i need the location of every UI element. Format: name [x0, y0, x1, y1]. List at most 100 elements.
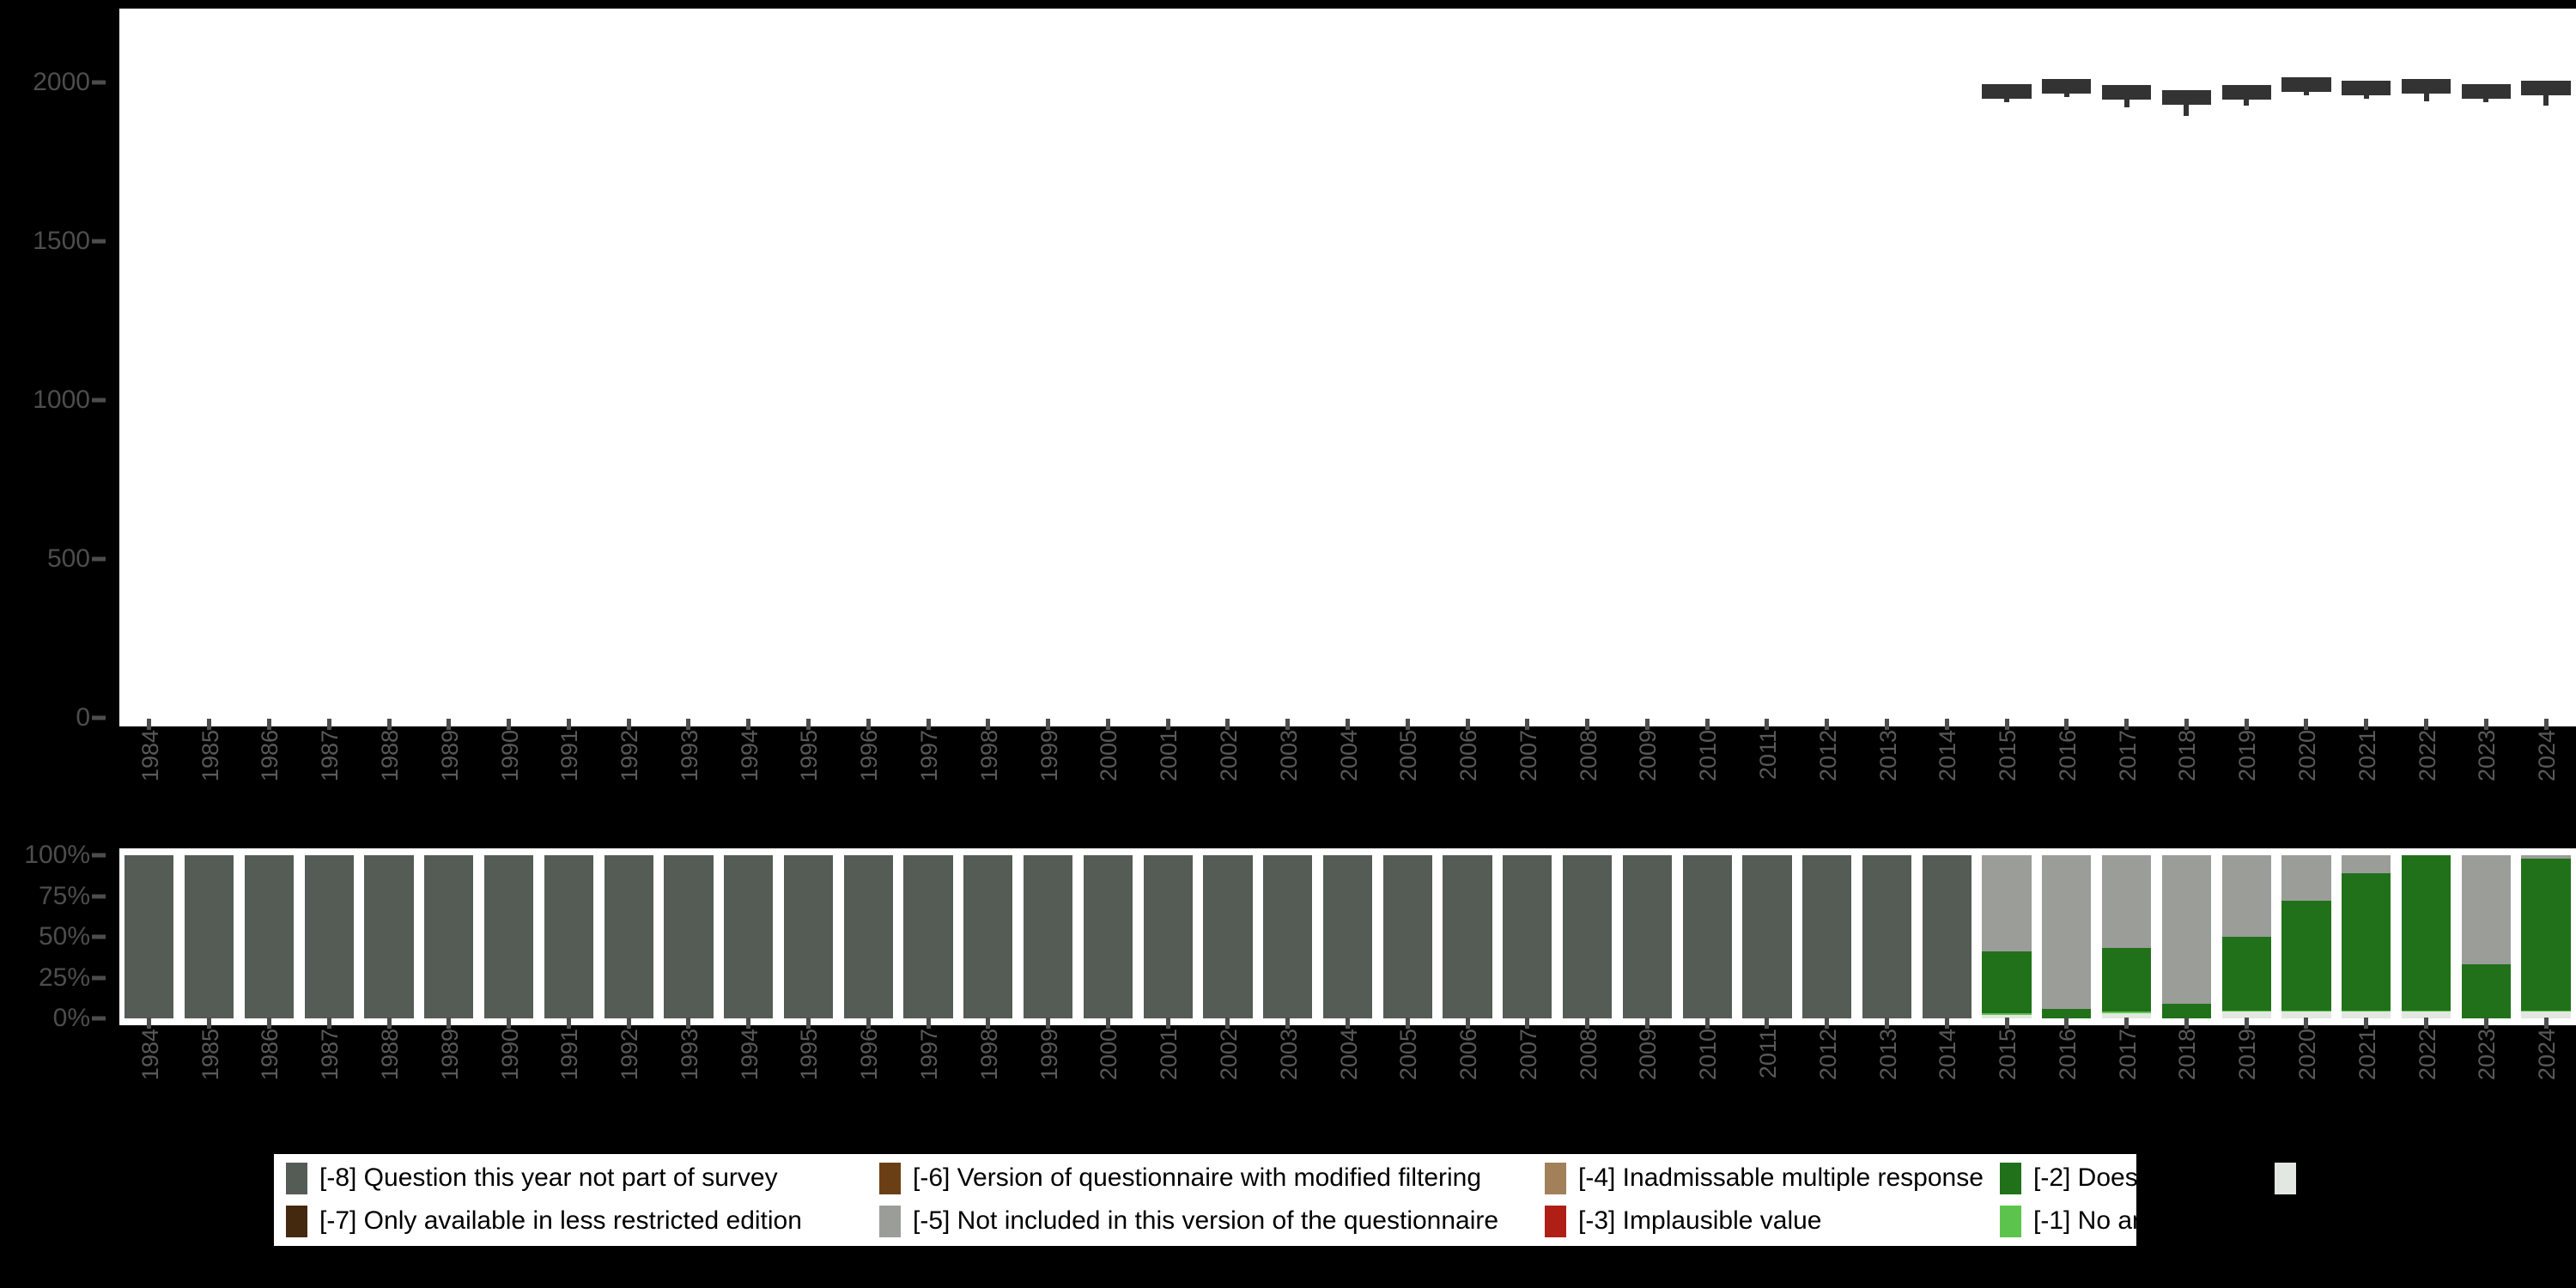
x-tick-label: 2013 — [1874, 1029, 1901, 1081]
percent-stacked-bar — [1563, 855, 1613, 1018]
x-tick-mark — [626, 719, 631, 730]
legend-item[interactable]: [-6] Version of questionnaire with modif… — [879, 1161, 1481, 1195]
x-tick-label: 1994 — [736, 1029, 762, 1081]
x-tick-mark — [447, 719, 452, 730]
legend-label: [-4] Inadmissable multiple response — [1578, 1163, 1984, 1192]
x-tick-label: 2011 — [1754, 1029, 1781, 1079]
x-tick-label: 2003 — [1275, 1029, 1302, 1081]
percent-stacked-bar — [1382, 855, 1432, 1018]
x-tick-mark — [386, 1018, 392, 1029]
percent-segment--2 — [1982, 951, 2032, 1014]
counts-bar — [2102, 85, 2152, 100]
x-tick-mark — [1525, 1018, 1530, 1029]
x-tick-mark — [147, 719, 152, 730]
legend-item[interactable]: [-2] Does not apply — [2000, 1161, 2250, 1195]
x-tick-label: 2013 — [1874, 730, 1901, 782]
x-tick-label: 2000 — [1096, 1029, 1122, 1081]
counts-y-axis: 2000 1500 1000 500 0 — [0, 0, 119, 738]
x-tick-mark — [805, 1018, 811, 1029]
x-tick-mark — [866, 1018, 871, 1029]
x-tick-mark — [2304, 719, 2309, 730]
counts-bar — [2461, 83, 2511, 99]
x-tick-mark — [1225, 1018, 1230, 1029]
x-tick-mark — [207, 719, 212, 730]
x-tick-mark — [2064, 1018, 2069, 1029]
x-tick-mark — [1944, 1018, 1949, 1029]
x-tick-label: 2019 — [2234, 1029, 2261, 1081]
x-tick-label: 2018 — [2174, 730, 2201, 782]
x-tick-label: 2010 — [1695, 730, 1722, 782]
x-tick-label: 1987 — [317, 1029, 343, 1081]
counts-y-tick-label: 1500 — [33, 226, 90, 255]
percent-stacked-bar — [1083, 855, 1133, 1018]
x-tick-mark — [686, 1018, 691, 1029]
percent-segment-valid — [2342, 1012, 2391, 1018]
x-tick-mark — [2184, 719, 2189, 730]
x-tick-mark — [1585, 1018, 1590, 1029]
legend-label: [-7] Only available in less restricted e… — [319, 1206, 802, 1235]
x-tick-mark — [1885, 719, 1890, 730]
percent-stacked-bar — [364, 855, 414, 1018]
x-tick-label: 2017 — [2114, 730, 2141, 782]
percent-segment-valid — [1982, 1015, 2032, 1018]
counts-bar — [2281, 77, 2331, 93]
legend-swatch — [2000, 1162, 2021, 1194]
x-tick-mark — [1346, 1018, 1350, 1029]
percent-segment--8 — [185, 855, 234, 1018]
x-tick-label: 1989 — [436, 1029, 463, 1081]
legend-swatch — [879, 1162, 901, 1194]
percent-segment--8 — [544, 855, 593, 1018]
x-tick-mark — [1765, 1018, 1770, 1029]
x-tick-mark — [626, 1018, 631, 1029]
x-tick-label: 2006 — [1455, 1029, 1482, 1081]
legend-item[interactable]: [-4] Inadmissable multiple response — [1545, 1161, 1984, 1195]
percent-segment--8 — [1503, 855, 1552, 1018]
legend-item[interactable]: [-3] Implausible value — [1545, 1204, 1821, 1238]
x-tick-label: 2015 — [1995, 1029, 2021, 1081]
percent-stacked-bar — [2521, 855, 2571, 1018]
x-tick-mark — [1644, 719, 1649, 730]
percent-y-tick-mark — [92, 934, 106, 939]
legend-item[interactable]: [-8] Question this year not part of surv… — [286, 1161, 778, 1195]
legend-item[interactable]: [-7] Only available in less restricted e… — [286, 1204, 802, 1238]
percent-stacked-bar — [424, 855, 474, 1018]
percent-segment--8 — [364, 855, 414, 1018]
counts-bar-whisker — [2123, 100, 2129, 108]
percent-segment--5 — [1982, 855, 2032, 952]
percent-segment--8 — [1862, 855, 1912, 1018]
percent-stacked-bar — [1862, 855, 1912, 1018]
percent-stacked-bar — [2461, 855, 2511, 1018]
percent-stacked-bar — [1322, 855, 1373, 1018]
percent-segment--2 — [2342, 872, 2391, 1011]
x-tick-label: 1990 — [496, 1029, 523, 1081]
legend-label: [-3] Implausible value — [1578, 1206, 1822, 1235]
counts-bar-group — [2401, 9, 2451, 726]
legend-swatch — [286, 1162, 307, 1194]
percent-y-tick-label: 50% — [38, 922, 90, 951]
legend-item[interactable]: valid cases — [2275, 1161, 2435, 1195]
percent-stacked-bar — [304, 855, 354, 1018]
x-tick-label: 1995 — [796, 1029, 823, 1081]
percent-segment--8 — [1742, 855, 1792, 1018]
x-tick-mark — [2304, 1018, 2309, 1029]
x-tick-mark — [805, 719, 811, 730]
x-tick-label: 2005 — [1395, 730, 1422, 782]
counts-bar — [2221, 85, 2271, 100]
counts-bar-group — [2221, 9, 2271, 726]
counts-bar-whisker — [2184, 104, 2190, 116]
counts-bar-whisker — [2483, 98, 2489, 102]
counts-bar — [2342, 80, 2391, 95]
percent-segment--5 — [2042, 855, 2092, 1009]
x-tick-label: 2014 — [1935, 730, 1961, 782]
x-tick-label: 1995 — [796, 730, 823, 782]
counts-bar-whisker — [2303, 92, 2309, 96]
x-tick-mark — [1105, 1018, 1110, 1029]
percent-segment--8 — [244, 855, 295, 1018]
percent-stacked-bar — [1503, 855, 1552, 1018]
legend-item[interactable]: [-1] No answer — [2000, 1204, 2201, 1238]
percent-segment--8 — [304, 855, 354, 1018]
legend-item[interactable]: [-5] Not included in this version of the… — [879, 1204, 1498, 1238]
percent-stacked-bar — [185, 855, 234, 1018]
percent-segment--5 — [2521, 855, 2571, 859]
x-tick-mark — [2483, 1018, 2488, 1029]
